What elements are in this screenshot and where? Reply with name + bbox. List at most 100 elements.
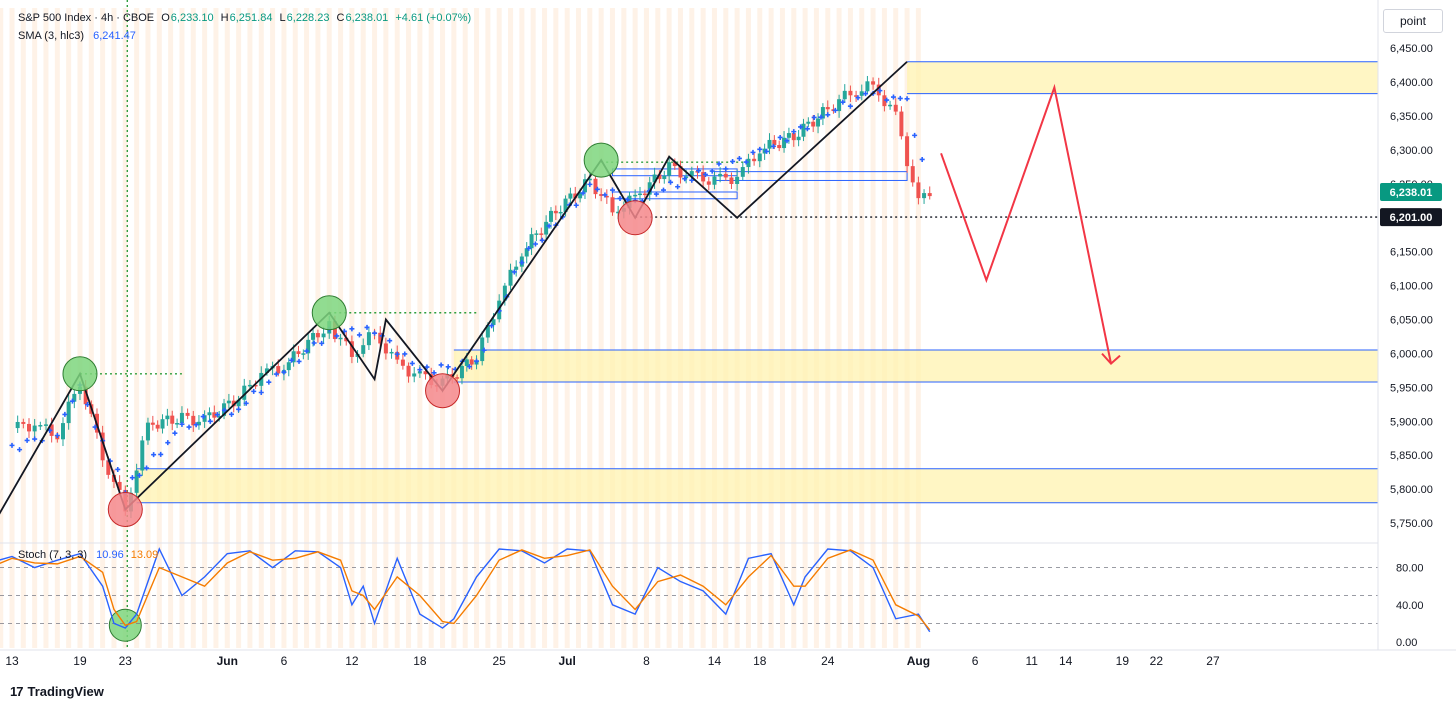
candle-body — [573, 193, 578, 199]
price-tick-label: 6,350.00 — [1390, 111, 1433, 123]
session-stripe — [270, 8, 276, 648]
session-stripe — [711, 8, 717, 648]
time-tick-label: 11 — [1025, 654, 1038, 668]
sma-marker — [372, 330, 378, 336]
time-tick-label: 18 — [753, 654, 767, 668]
sma-marker — [489, 323, 495, 329]
session-stripe — [77, 8, 83, 648]
sma-marker — [364, 324, 370, 330]
sma-marker — [511, 269, 517, 275]
price-tick-label: 5,950.00 — [1390, 382, 1433, 394]
sma-marker — [200, 414, 206, 420]
candle-body — [412, 373, 417, 377]
price-tick-label: 6,000.00 — [1390, 348, 1433, 360]
candle-body — [321, 333, 326, 338]
session-stripe — [496, 8, 502, 648]
sma-marker — [319, 340, 325, 346]
candle-body — [502, 285, 507, 301]
candle-body — [32, 425, 37, 432]
support-price-tag-label: 6,201.00 — [1390, 212, 1433, 224]
high-value: 6,251.84 — [229, 12, 273, 24]
session-stripe — [519, 8, 525, 648]
candle-body — [712, 176, 717, 185]
sma-marker — [818, 114, 824, 120]
session-stripe — [111, 8, 117, 648]
candle-body — [893, 104, 898, 112]
candle-body — [910, 166, 915, 183]
candle-body — [657, 174, 662, 180]
candle-body — [796, 136, 801, 141]
candle-body — [165, 415, 170, 420]
candle-body — [389, 351, 394, 354]
session-stripe — [677, 8, 683, 648]
candle-body — [791, 133, 796, 141]
sma-marker — [9, 442, 15, 448]
candle-body — [242, 385, 247, 400]
sma-marker — [825, 112, 831, 118]
candle-body — [264, 368, 269, 373]
candle-body — [922, 193, 927, 199]
sma-markers — [9, 88, 925, 496]
candle-body — [558, 211, 563, 214]
candle-body — [610, 197, 615, 213]
session-stripe — [734, 8, 740, 648]
sma-marker — [266, 379, 272, 385]
session-stripe — [372, 8, 378, 648]
price-scale-mode-button[interactable]: point — [1383, 9, 1443, 33]
session-stripe — [791, 8, 797, 648]
last-price-tag-label: 6,238.01 — [1390, 187, 1433, 199]
session-stripe — [836, 8, 842, 648]
candle-body — [212, 412, 217, 418]
candle-body — [311, 333, 316, 340]
sma-marker — [736, 155, 742, 161]
candle-body — [524, 248, 529, 257]
session-stripe — [43, 8, 49, 648]
session-stripe — [122, 8, 128, 648]
candle-body — [820, 107, 825, 119]
sma-marker — [840, 99, 846, 105]
session-stripe — [247, 8, 253, 648]
ohlc-legend: S&P 500 Index · 4h · CBOE O6,233.10 H6,2… — [18, 12, 471, 24]
sma-marker — [158, 451, 164, 457]
candle-body — [134, 470, 139, 493]
sma-marker — [69, 398, 75, 404]
candle-body — [253, 384, 258, 387]
stoch-tick-label: 80.00 — [1396, 563, 1424, 575]
session-stripe — [757, 8, 763, 648]
low-key: L — [279, 12, 286, 24]
candle-body — [616, 211, 621, 214]
sma-marker — [136, 472, 142, 478]
candle-body — [604, 195, 609, 198]
session-stripe — [202, 8, 208, 648]
session-stripe — [394, 8, 400, 648]
high-key: H — [220, 12, 229, 24]
candle-body — [231, 400, 236, 407]
price-tick-label: 6,100.00 — [1390, 281, 1433, 293]
time-tick-label: 6 — [281, 654, 288, 668]
session-stripe — [440, 8, 446, 648]
sma-marker — [784, 138, 790, 144]
session-stripe — [745, 8, 751, 648]
price-tick-label: 6,400.00 — [1390, 77, 1433, 89]
sma-marker — [304, 348, 310, 354]
price-tick-label: 6,450.00 — [1390, 43, 1433, 55]
session-stripe — [621, 8, 627, 648]
sma-marker — [863, 91, 869, 97]
sma-marker — [668, 179, 674, 185]
candle-body — [155, 424, 160, 429]
session-stripe — [179, 8, 185, 648]
candle-body — [15, 421, 20, 429]
sma-marker — [474, 358, 480, 364]
session-shading — [0, 8, 921, 648]
candle-body — [806, 121, 811, 124]
sma-marker — [532, 241, 538, 247]
symbol-title: S&P 500 Index · 4h · CBOE — [18, 12, 155, 24]
sma-marker — [546, 223, 552, 229]
sma-marker — [539, 237, 545, 243]
session-stripe — [100, 8, 106, 648]
session-stripe — [881, 8, 887, 648]
time-tick-label: Jun — [217, 654, 238, 668]
candle-body — [276, 366, 281, 374]
sma-marker — [409, 360, 415, 366]
